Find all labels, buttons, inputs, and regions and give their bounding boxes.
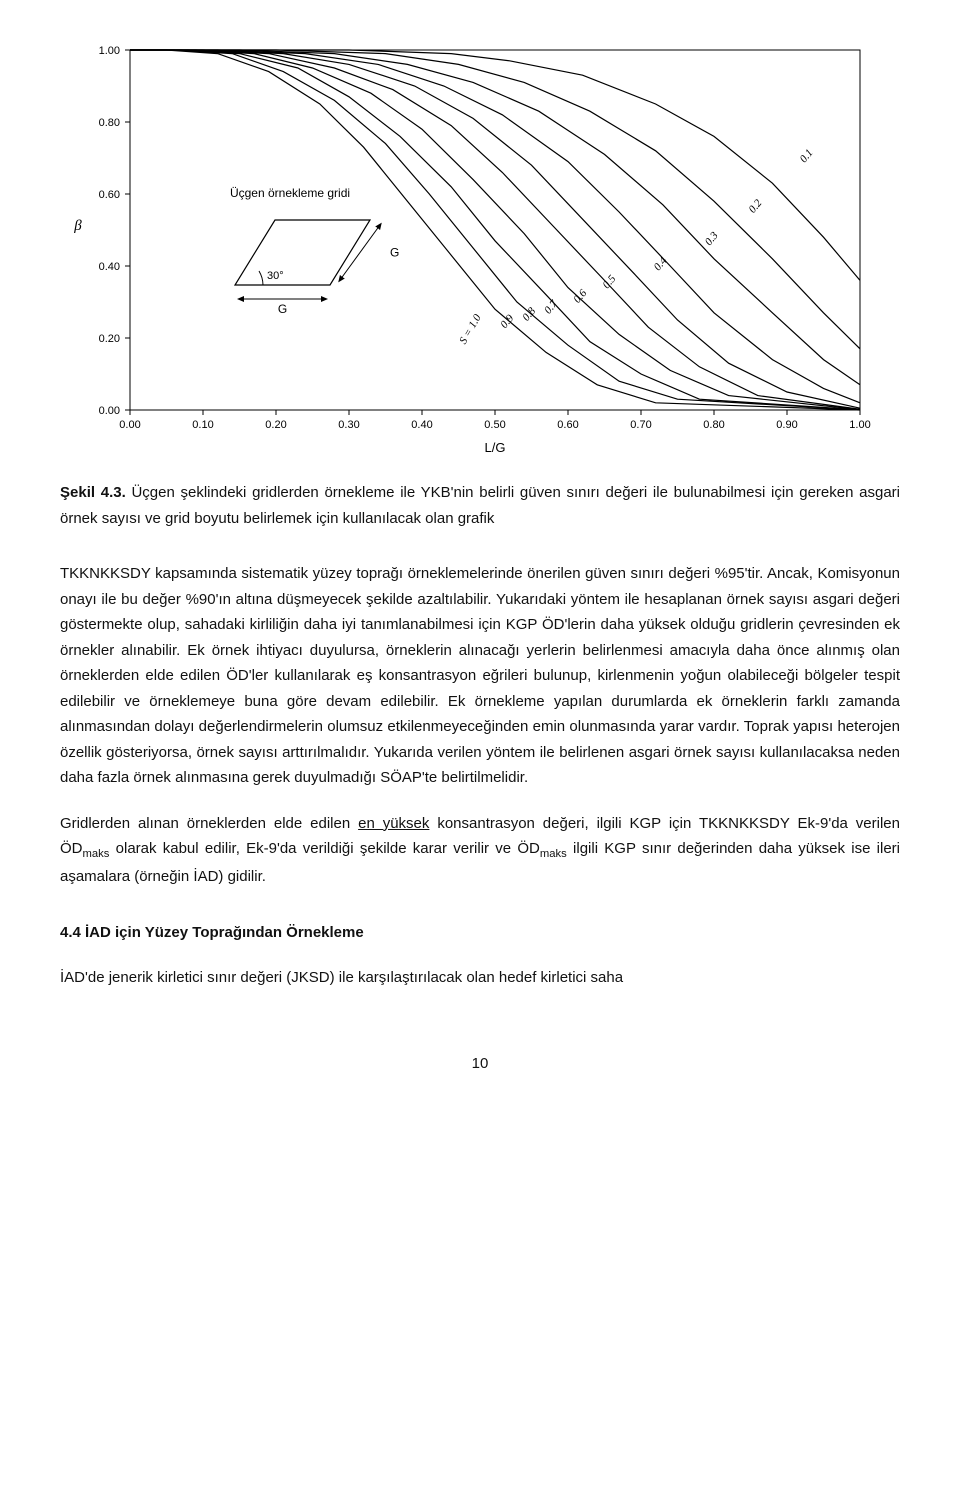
svg-text:0.20: 0.20: [265, 419, 286, 431]
paragraph-2: Gridlerden alınan örneklerden elde edile…: [60, 811, 900, 890]
p2-underline: en yüksek: [358, 815, 429, 832]
svg-text:0.20: 0.20: [99, 333, 120, 345]
svg-text:0.60: 0.60: [99, 189, 120, 201]
p2-sub2: maks: [540, 848, 567, 860]
svg-text:0.30: 0.30: [338, 419, 359, 431]
figure-caption: Şekil 4.3. Üçgen şeklindeki gridlerden ö…: [60, 480, 900, 531]
svg-text:S = 1.0: S = 1.0: [457, 312, 484, 346]
svg-text:0.5: 0.5: [600, 273, 618, 292]
svg-text:0.00: 0.00: [119, 419, 140, 431]
svg-text:0.2: 0.2: [746, 197, 764, 216]
svg-text:G: G: [390, 246, 399, 260]
svg-text:1.00: 1.00: [849, 419, 870, 431]
chart: 0.000.200.400.600.801.000.000.100.200.30…: [60, 40, 880, 460]
svg-text:0.90: 0.90: [776, 419, 797, 431]
paragraph-1: TKKNKKSDY kapsamında sistematik yüzey to…: [60, 561, 900, 791]
svg-text:1.00: 1.00: [99, 45, 120, 57]
svg-text:0.40: 0.40: [99, 261, 120, 273]
svg-text:G: G: [278, 302, 287, 316]
p2-t3: olarak kabul edilir, Ek-9'da verildiği ş…: [109, 840, 540, 857]
caption-prefix: Şekil 4.3.: [60, 484, 126, 501]
svg-text:0.6: 0.6: [571, 287, 589, 306]
chart-svg: 0.000.200.400.600.801.000.000.100.200.30…: [60, 40, 880, 460]
p2-t1: Gridlerden alınan örneklerden elde edile…: [60, 815, 358, 832]
svg-text:0.40: 0.40: [411, 419, 432, 431]
svg-text:0.80: 0.80: [99, 117, 120, 129]
p2-sub1: maks: [83, 848, 110, 860]
svg-text:0.3: 0.3: [703, 229, 721, 248]
section-heading: 4.4 İAD için Yüzey Toprağından Örnekleme: [60, 920, 900, 946]
svg-text:0.80: 0.80: [703, 419, 724, 431]
page-number: 10: [60, 1051, 900, 1077]
svg-text:0.00: 0.00: [99, 405, 120, 417]
paragraph-3: İAD'de jenerik kirletici sınır değeri (J…: [60, 965, 900, 991]
paragraph-1-text: TKKNKKSDY kapsamında sistematik yüzey to…: [60, 565, 900, 786]
svg-text:0.10: 0.10: [192, 419, 213, 431]
svg-text:30°: 30°: [267, 270, 284, 282]
svg-text:0.50: 0.50: [484, 419, 505, 431]
svg-text:Üçgen örnekleme gridi: Üçgen örnekleme gridi: [230, 186, 350, 200]
svg-text:β: β: [73, 218, 82, 234]
svg-text:0.4: 0.4: [652, 255, 670, 274]
caption-text: Üçgen şeklindeki gridlerden örnekleme il…: [60, 484, 900, 527]
svg-text:0.1: 0.1: [798, 147, 816, 165]
svg-text:0.70: 0.70: [630, 419, 651, 431]
svg-text:L/G: L/G: [485, 440, 506, 455]
svg-text:0.60: 0.60: [557, 419, 578, 431]
svg-text:0.7: 0.7: [542, 298, 560, 317]
